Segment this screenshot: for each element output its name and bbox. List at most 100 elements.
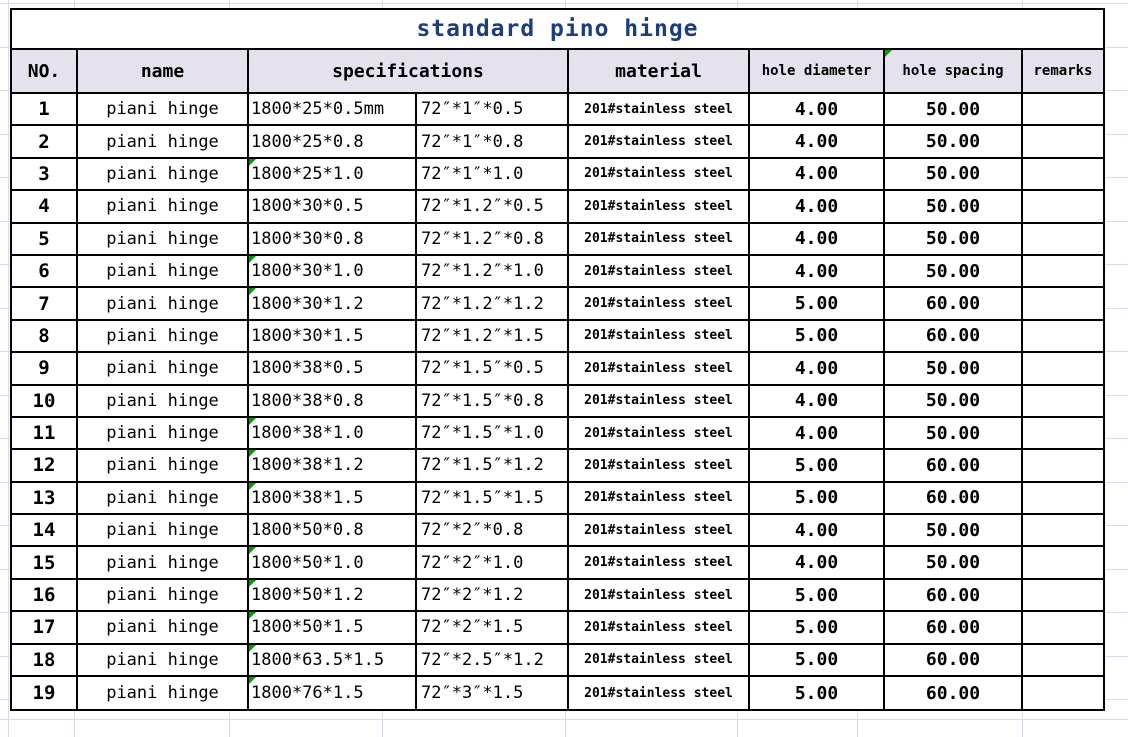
- cell-hole-diameter[interactable]: 5.00: [750, 579, 885, 613]
- cell-hole-spacing[interactable]: 50.00: [885, 223, 1023, 256]
- cell-material[interactable]: 201#stainless steel: [569, 320, 750, 354]
- cell-spec-inch[interactable]: 72″*2″*1.5: [417, 612, 569, 645]
- cell-material[interactable]: 201#stainless steel: [569, 255, 750, 289]
- cell-name[interactable]: piani hinge: [78, 320, 249, 354]
- cell-name[interactable]: piani hinge: [78, 547, 249, 580]
- cell-no[interactable]: 18: [12, 644, 78, 678]
- cell-remarks[interactable]: [1023, 94, 1103, 127]
- cell-material[interactable]: 201#stainless steel: [569, 353, 750, 386]
- cell-remarks[interactable]: [1023, 353, 1103, 386]
- cell-hole-spacing[interactable]: 60.00: [885, 320, 1023, 354]
- cell-name[interactable]: piani hinge: [78, 353, 249, 386]
- cell-remarks[interactable]: [1023, 288, 1103, 321]
- cell-hole-diameter[interactable]: 4.00: [750, 223, 885, 256]
- column-header-name[interactable]: name: [78, 50, 249, 94]
- cell-spec-mm[interactable]: 1800*38*1.0: [249, 417, 417, 451]
- cell-hole-spacing[interactable]: 50.00: [885, 385, 1023, 418]
- cell-no[interactable]: 14: [12, 515, 78, 548]
- cell-remarks[interactable]: [1023, 644, 1103, 678]
- cell-hole-diameter[interactable]: 4.00: [750, 385, 885, 418]
- cell-material[interactable]: 201#stainless steel: [569, 644, 750, 678]
- column-header-hole-spacing[interactable]: hole spacing: [885, 50, 1023, 94]
- cell-no[interactable]: 13: [12, 482, 78, 516]
- cell-spec-inch[interactable]: 72″*1.2″*0.8: [417, 223, 569, 256]
- cell-spec-inch[interactable]: 72″*1.5″*0.8: [417, 385, 569, 418]
- cell-name[interactable]: piani hinge: [78, 677, 249, 710]
- cell-hole-spacing[interactable]: 60.00: [885, 677, 1023, 710]
- cell-spec-mm[interactable]: 1800*38*0.8: [249, 385, 417, 418]
- cell-spec-mm[interactable]: 1800*30*1.2: [249, 288, 417, 321]
- cell-spec-inch[interactable]: 72″*1.5″*1.5: [417, 482, 569, 516]
- cell-name[interactable]: piani hinge: [78, 450, 249, 483]
- cell-no[interactable]: 2: [12, 126, 78, 159]
- cell-spec-mm[interactable]: 1800*76*1.5: [249, 677, 417, 710]
- cell-spec-mm[interactable]: 1800*25*1.0: [249, 158, 417, 192]
- cell-spec-mm[interactable]: 1800*30*0.8: [249, 223, 417, 256]
- cell-hole-diameter[interactable]: 4.00: [750, 417, 885, 451]
- cell-no[interactable]: 11: [12, 417, 78, 451]
- cell-material[interactable]: 201#stainless steel: [569, 94, 750, 127]
- cell-name[interactable]: piani hinge: [78, 644, 249, 678]
- cell-no[interactable]: 7: [12, 288, 78, 321]
- cell-spec-mm[interactable]: 1800*30*0.5: [249, 191, 417, 224]
- cell-name[interactable]: piani hinge: [78, 288, 249, 321]
- cell-remarks[interactable]: [1023, 547, 1103, 580]
- cell-no[interactable]: 5: [12, 223, 78, 256]
- cell-hole-diameter[interactable]: 5.00: [750, 320, 885, 354]
- cell-no[interactable]: 3: [12, 158, 78, 192]
- cell-spec-inch[interactable]: 72″*2″*0.8: [417, 515, 569, 548]
- cell-no[interactable]: 12: [12, 450, 78, 483]
- cell-hole-spacing[interactable]: 50.00: [885, 547, 1023, 580]
- cell-hole-spacing[interactable]: 60.00: [885, 450, 1023, 483]
- cell-no[interactable]: 4: [12, 191, 78, 224]
- cell-spec-mm[interactable]: 1800*38*1.5: [249, 482, 417, 516]
- cell-hole-diameter[interactable]: 5.00: [750, 450, 885, 483]
- cell-remarks[interactable]: [1023, 126, 1103, 159]
- cell-spec-inch[interactable]: 72″*1.5″*1.0: [417, 417, 569, 451]
- column-header-hole-diameter[interactable]: hole diameter: [750, 50, 885, 94]
- cell-no[interactable]: 17: [12, 612, 78, 645]
- cell-name[interactable]: piani hinge: [78, 385, 249, 418]
- cell-hole-spacing[interactable]: 60.00: [885, 644, 1023, 678]
- cell-spec-mm[interactable]: 1800*38*1.2: [249, 450, 417, 483]
- cell-spec-mm[interactable]: 1800*63.5*1.5: [249, 644, 417, 678]
- cell-name[interactable]: piani hinge: [78, 482, 249, 516]
- cell-hole-diameter[interactable]: 5.00: [750, 677, 885, 710]
- cell-spec-inch[interactable]: 72″*2″*1.0: [417, 547, 569, 580]
- cell-hole-spacing[interactable]: 60.00: [885, 288, 1023, 321]
- cell-hole-spacing[interactable]: 50.00: [885, 94, 1023, 127]
- column-header-no[interactable]: NO.: [12, 50, 78, 94]
- cell-name[interactable]: piani hinge: [78, 158, 249, 192]
- cell-hole-diameter[interactable]: 4.00: [750, 191, 885, 224]
- cell-hole-diameter[interactable]: 4.00: [750, 94, 885, 127]
- cell-material[interactable]: 201#stainless steel: [569, 191, 750, 224]
- cell-no[interactable]: 16: [12, 579, 78, 613]
- cell-spec-inch[interactable]: 72″*1.2″*1.5: [417, 320, 569, 354]
- cell-hole-spacing[interactable]: 50.00: [885, 417, 1023, 451]
- cell-remarks[interactable]: [1023, 417, 1103, 451]
- cell-hole-diameter[interactable]: 5.00: [750, 612, 885, 645]
- cell-spec-mm[interactable]: 1800*30*1.5: [249, 320, 417, 354]
- cell-material[interactable]: 201#stainless steel: [569, 515, 750, 548]
- cell-hole-diameter[interactable]: 4.00: [750, 158, 885, 192]
- cell-hole-diameter[interactable]: 5.00: [750, 644, 885, 678]
- cell-spec-inch[interactable]: 72″*1.5″*0.5: [417, 353, 569, 386]
- cell-material[interactable]: 201#stainless steel: [569, 677, 750, 710]
- cell-name[interactable]: piani hinge: [78, 417, 249, 451]
- cell-hole-diameter[interactable]: 4.00: [750, 126, 885, 159]
- cell-material[interactable]: 201#stainless steel: [569, 612, 750, 645]
- column-header-material[interactable]: material: [569, 50, 750, 94]
- cell-material[interactable]: 201#stainless steel: [569, 288, 750, 321]
- cell-remarks[interactable]: [1023, 223, 1103, 256]
- cell-hole-spacing[interactable]: 50.00: [885, 126, 1023, 159]
- cell-spec-inch[interactable]: 72″*1.2″*1.2: [417, 288, 569, 321]
- cell-spec-inch[interactable]: 72″*1.2″*1.0: [417, 255, 569, 289]
- cell-material[interactable]: 201#stainless steel: [569, 450, 750, 483]
- cell-material[interactable]: 201#stainless steel: [569, 547, 750, 580]
- column-header-remarks[interactable]: remarks: [1023, 50, 1103, 94]
- cell-spec-mm[interactable]: 1800*50*1.0: [249, 547, 417, 580]
- cell-no[interactable]: 19: [12, 677, 78, 710]
- cell-remarks[interactable]: [1023, 385, 1103, 418]
- cell-spec-mm[interactable]: 1800*25*0.5mm: [249, 94, 417, 127]
- cell-spec-inch[interactable]: 72″*1″*0.5: [417, 94, 569, 127]
